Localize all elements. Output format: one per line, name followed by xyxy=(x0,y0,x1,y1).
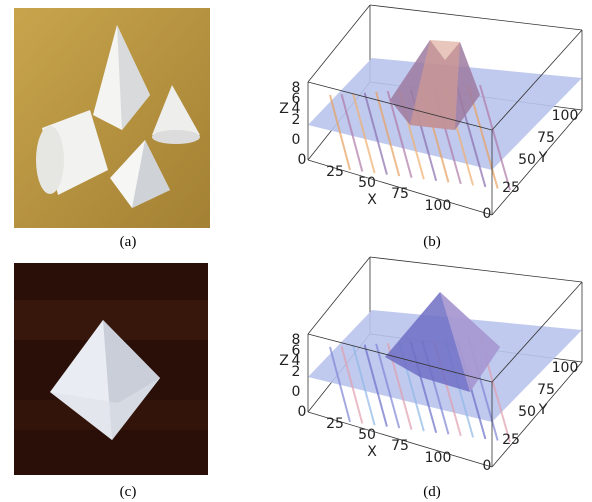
y-tick-label: 100 xyxy=(552,360,579,376)
y-tick-label: 50 xyxy=(518,152,536,168)
z-tick-label: 2 xyxy=(292,112,301,128)
z-axis-label: Z xyxy=(279,101,289,117)
photo-a xyxy=(14,8,210,228)
z-tick-label: 0 xyxy=(292,132,301,148)
x-tick-label: 75 xyxy=(391,438,409,454)
y-tick-label: 50 xyxy=(518,404,536,420)
x-tick-label: 0 xyxy=(298,152,307,168)
y-tick-label: 0 xyxy=(483,458,492,474)
figure: (a)(b)86420Z0255075100X0255075100Y(c)(d)… xyxy=(0,0,592,502)
z-axis-label: Z xyxy=(279,353,289,369)
y-tick-label: 0 xyxy=(483,206,492,222)
z-tick-label: 0 xyxy=(292,384,301,400)
x-tick-label: 75 xyxy=(391,186,409,202)
x-axis-label: X xyxy=(367,192,377,208)
y-tick-label: 75 xyxy=(537,382,555,398)
y-tick-label: 75 xyxy=(537,130,555,146)
x-tick-label: 100 xyxy=(425,450,452,466)
x-tick-label: 50 xyxy=(358,175,376,191)
x-axis-label: X xyxy=(367,444,377,460)
caption: (b) xyxy=(423,234,441,250)
y-tick-label: 25 xyxy=(502,180,520,196)
box-edge xyxy=(370,5,582,30)
y-axis-label: Y xyxy=(538,402,548,418)
caption: (d) xyxy=(423,484,441,500)
x-tick-label: 0 xyxy=(298,404,307,420)
z-tick-label: 2 xyxy=(292,364,301,380)
y-tick-label: 100 xyxy=(552,108,579,124)
x-tick-label: 100 xyxy=(425,198,452,214)
x-tick-label: 25 xyxy=(326,416,344,432)
caption: (a) xyxy=(120,234,137,250)
photo-c xyxy=(14,263,208,475)
x-tick-label: 50 xyxy=(358,427,376,443)
y-tick-label: 25 xyxy=(502,432,520,448)
caption: (c) xyxy=(120,484,137,500)
x-tick-label: 25 xyxy=(326,164,344,180)
y-axis-label: Y xyxy=(538,150,548,166)
box-edge xyxy=(370,257,582,282)
